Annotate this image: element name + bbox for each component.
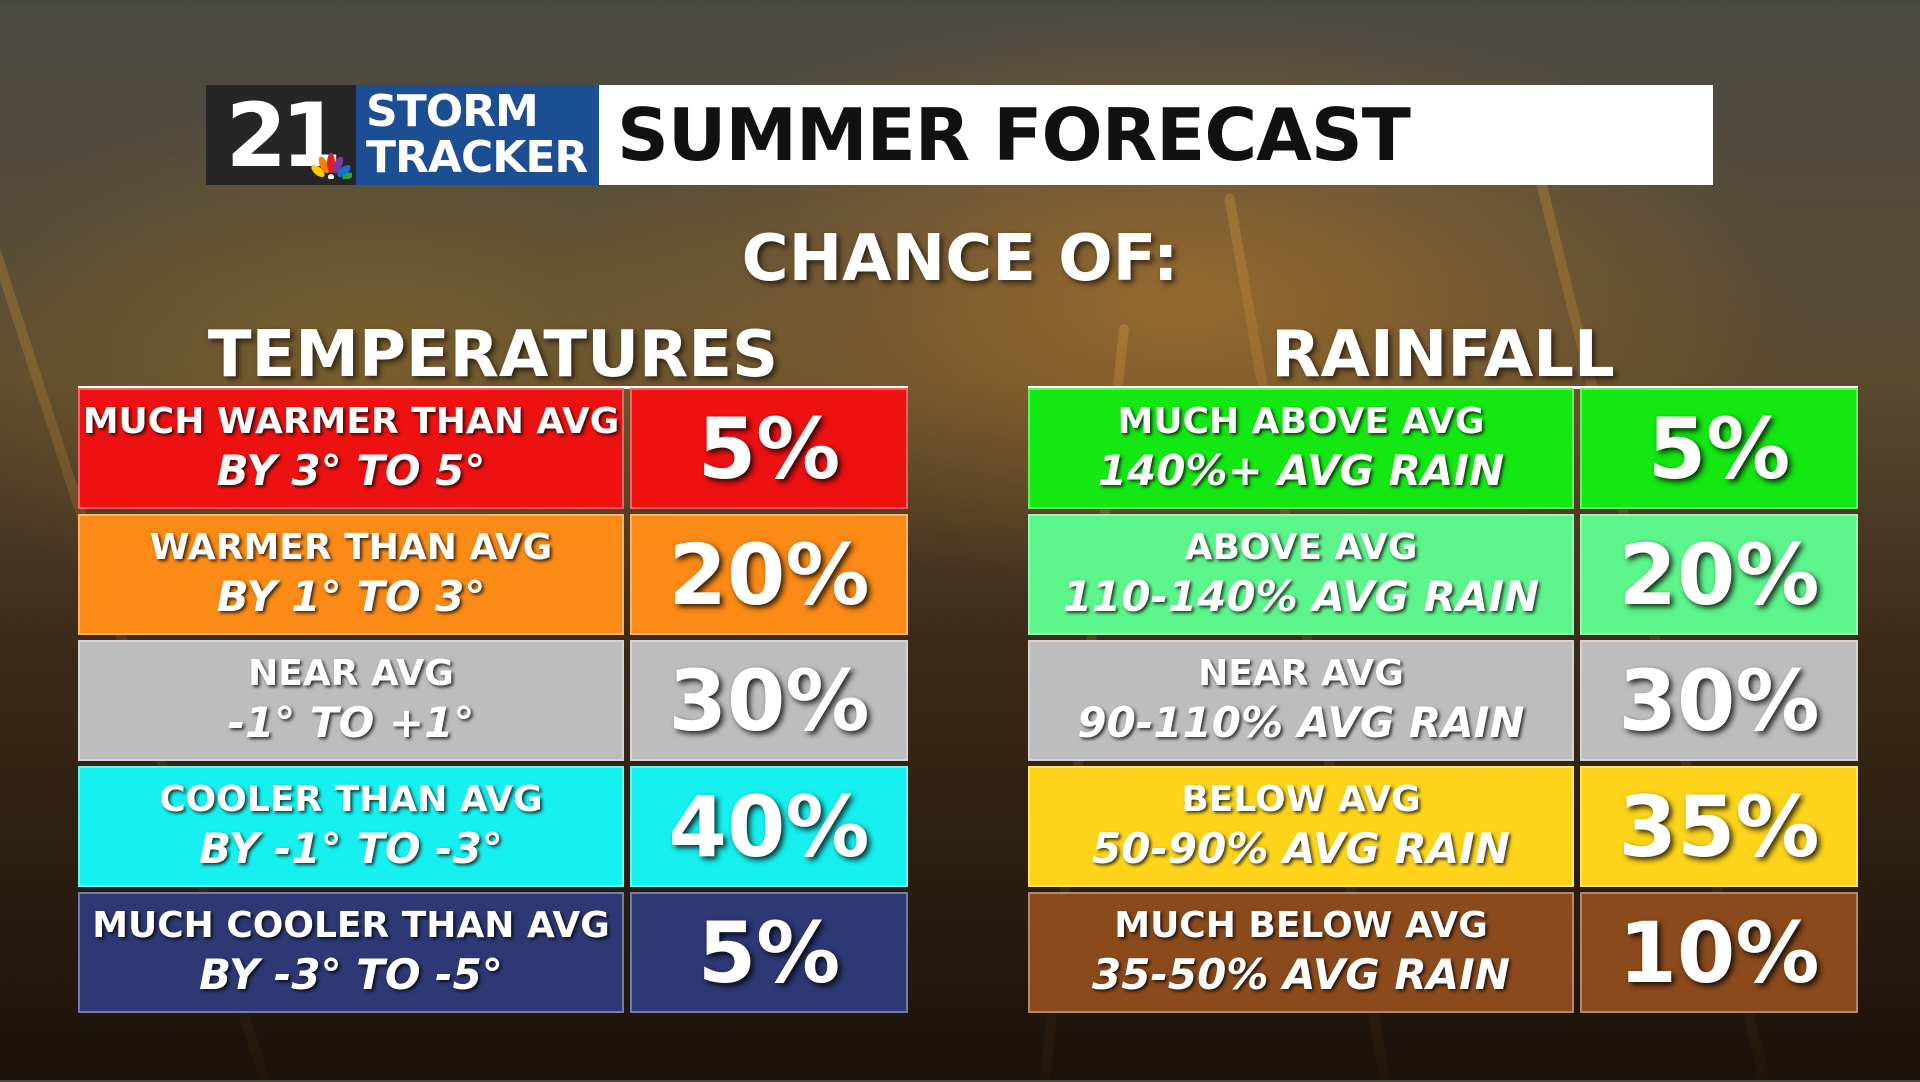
temperature-row: NEAR AVG -1° TO +1° 30%	[78, 640, 908, 761]
temperature-category-range: BY 1° TO 3°	[216, 571, 486, 621]
rainfall-category-label: MUCH BELOW AVG	[1114, 904, 1488, 946]
temperature-row: MUCH WARMER THAN AVG BY 3° TO 5° 5%	[78, 388, 908, 509]
rainfall-category-cell: NEAR AVG 90-110% AVG RAIN	[1028, 640, 1574, 761]
page-title: SUMMER FORECAST	[617, 93, 1411, 177]
temperature-category-label: WARMER THAN AVG	[149, 526, 553, 568]
temperatures-table: MUCH WARMER THAN AVG BY 3° TO 5° 5% WARMER …	[78, 388, 908, 1018]
rainfall-category-range: 90-110% AVG RAIN	[1077, 697, 1525, 747]
temperature-percent-cell: 30%	[630, 640, 908, 761]
station-logo: 21 STORM TRACKER	[206, 84, 599, 187]
rainfall-row: ABOVE AVG 110-140% AVG RAIN 20%	[1028, 514, 1858, 635]
rainfall-category-cell: ABOVE AVG 110-140% AVG RAIN	[1028, 514, 1574, 635]
rainfall-table-top-border	[1028, 386, 1858, 389]
chance-of-heading: CHANCE OF:	[741, 222, 1179, 296]
temperature-category-cell: WARMER THAN AVG BY 1° TO 3°	[78, 514, 624, 635]
rainfall-row: MUCH ABOVE AVG 140%+ AVG RAIN 5%	[1028, 388, 1858, 509]
rainfall-row: BELOW AVG 50-90% AVG RAIN 35%	[1028, 766, 1858, 887]
logo-channel-number: 21	[206, 84, 356, 187]
rainfall-category-range: 35-50% AVG RAIN	[1092, 949, 1510, 999]
temperature-category-cell: COOLER THAN AVG BY -1° TO -3°	[78, 766, 624, 887]
temperature-category-range: BY -1° TO -3°	[199, 823, 503, 873]
rainfall-percent-cell: 20%	[1580, 514, 1858, 635]
temperature-category-range: BY -3° TO -5°	[199, 949, 503, 999]
temperature-category-cell: MUCH WARMER THAN AVG BY 3° TO 5°	[78, 388, 624, 509]
temperature-category-cell: MUCH COOLER THAN AVG BY -3° TO -5°	[78, 892, 624, 1013]
rainfall-row: NEAR AVG 90-110% AVG RAIN 30%	[1028, 640, 1858, 761]
peacock-icon	[311, 153, 352, 179]
rainfall-row: MUCH BELOW AVG 35-50% AVG RAIN 10%	[1028, 892, 1858, 1013]
rainfall-percent-cell: 5%	[1580, 388, 1858, 509]
logo-wordmark: STORM TRACKER	[356, 85, 599, 185]
temperature-percent-cell: 5%	[630, 892, 908, 1013]
logo-line-storm: STORM	[366, 86, 539, 137]
temperature-category-label: COOLER THAN AVG	[159, 778, 543, 820]
rainfall-heading: RAINFALL	[1271, 318, 1615, 392]
rainfall-category-range: 110-140% AVG RAIN	[1062, 571, 1540, 621]
logo-line-tracker: TRACKER	[366, 132, 588, 183]
temperature-row: COOLER THAN AVG BY -1° TO -3° 40%	[78, 766, 908, 887]
temperatures-table-top-border	[78, 386, 908, 389]
temperature-category-cell: NEAR AVG -1° TO +1°	[78, 640, 624, 761]
rainfall-category-label: NEAR AVG	[1198, 652, 1404, 694]
rainfall-category-label: MUCH ABOVE AVG	[1117, 400, 1485, 442]
temperature-row: MUCH COOLER THAN AVG BY -3° TO -5° 5%	[78, 892, 908, 1013]
rainfall-percent-cell: 35%	[1580, 766, 1858, 887]
header-bar: 21 STORM TRACKER SUMMER FORECAST	[206, 84, 1713, 187]
temperature-percent-cell: 5%	[630, 388, 908, 509]
rainfall-table: MUCH ABOVE AVG 140%+ AVG RAIN 5% ABOVE AVG 1…	[1028, 388, 1858, 1018]
temperature-category-label: MUCH WARMER THAN AVG	[82, 400, 620, 442]
rainfall-category-cell: MUCH BELOW AVG 35-50% AVG RAIN	[1028, 892, 1574, 1013]
rainfall-category-range: 140%+ AVG RAIN	[1097, 445, 1505, 495]
rainfall-category-range: 50-90% AVG RAIN	[1092, 823, 1510, 873]
rainfall-category-cell: MUCH ABOVE AVG 140%+ AVG RAIN	[1028, 388, 1574, 509]
temperature-row: WARMER THAN AVG BY 1° TO 3° 20%	[78, 514, 908, 635]
temperatures-heading: TEMPERATURES	[207, 318, 779, 392]
temperature-percent-cell: 20%	[630, 514, 908, 635]
temperature-category-label: NEAR AVG	[248, 652, 454, 694]
temperature-percent-cell: 40%	[630, 766, 908, 887]
rainfall-category-label: BELOW AVG	[1181, 778, 1421, 820]
rainfall-category-cell: BELOW AVG 50-90% AVG RAIN	[1028, 766, 1574, 887]
temperature-category-label: MUCH COOLER THAN AVG	[92, 904, 610, 946]
rainfall-percent-cell: 10%	[1580, 892, 1858, 1013]
temperature-category-range: BY 3° TO 5°	[216, 445, 486, 495]
temperature-category-range: -1° TO +1°	[227, 697, 475, 747]
rainfall-category-label: ABOVE AVG	[1184, 526, 1418, 568]
rainfall-percent-cell: 30%	[1580, 640, 1858, 761]
